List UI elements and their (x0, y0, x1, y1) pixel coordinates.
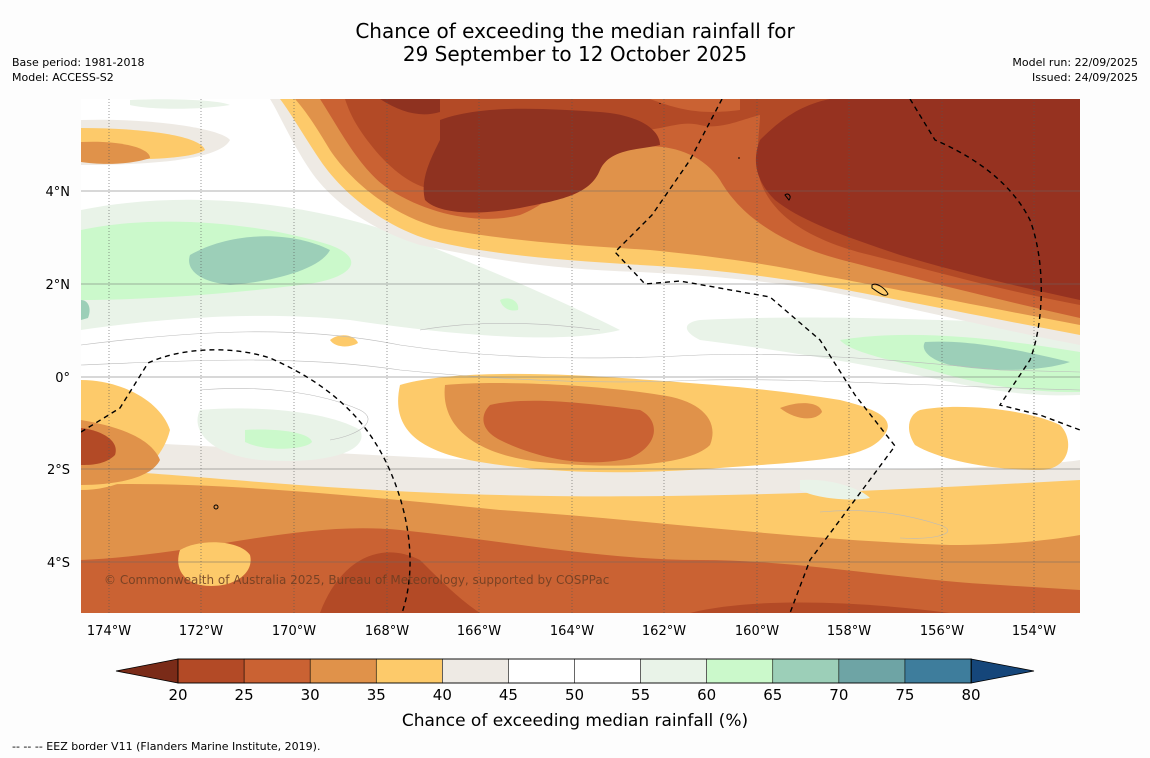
colorbar-segment (838, 658, 906, 684)
colorbar-segment (706, 658, 774, 684)
lat-label: 2°N (46, 278, 71, 293)
lon-label: 154°W (1012, 624, 1056, 639)
region-65-70-east (923, 341, 1070, 370)
colorbar-tick-label: 45 (499, 686, 518, 704)
colorbar-tick-label: 25 (235, 686, 254, 704)
contour-lines (81, 322, 1080, 539)
region-30-35-patch (780, 403, 822, 419)
lat-label: 4°S (47, 556, 70, 571)
colorbar-segment (640, 658, 708, 684)
colorbar-segment (508, 658, 576, 684)
lon-label: 174°W (87, 624, 131, 639)
title-line-2: 29 September to 12 October 2025 (402, 42, 748, 66)
colorbar-segment (442, 658, 510, 684)
region-55-60-top (130, 99, 230, 109)
lon-label: 158°W (827, 624, 871, 639)
region-25-30-equator (483, 400, 654, 463)
region-below-20-north (423, 108, 660, 213)
lon-label: 168°W (365, 624, 409, 639)
colorbar-tick-label: 80 (961, 686, 980, 704)
lon-label: 172°W (179, 624, 223, 639)
lon-label: 160°W (735, 624, 779, 639)
colorbar-tick-label: 35 (367, 686, 386, 704)
eez-borders (81, 99, 1080, 613)
issued-date: Issued: 24/09/2025 (1031, 71, 1138, 84)
colorbar-tick-label: 75 (895, 686, 914, 704)
title-line-1: Chance of exceeding the median rainfall … (355, 19, 795, 43)
colorbar-tick-label: 60 (697, 686, 716, 704)
base-period: Base period: 1981-2018 (12, 56, 145, 69)
lon-label: 164°W (550, 624, 594, 639)
colorbar-tick-label: 40 (433, 686, 452, 704)
colorbar-below-arrow (115, 658, 179, 684)
colorbar-label: Chance of exceeding median rainfall (%) (402, 711, 748, 731)
model-run: Model run: 22/09/2025 (1012, 56, 1138, 69)
region-below-20-north-west (380, 99, 440, 115)
colorbar-tick-label: 70 (829, 686, 848, 704)
colorbar-segment (243, 658, 311, 684)
lat-label: 4°N (46, 185, 71, 200)
colorbar-segment (309, 658, 378, 684)
map-plot-area (81, 99, 1080, 613)
colorbar-segment (375, 658, 444, 684)
colorbar-tick-label: 55 (631, 686, 650, 704)
colorbar-tick-label: 20 (168, 686, 187, 704)
region-20-25-south (320, 552, 480, 613)
lon-label: 170°W (272, 624, 316, 639)
region-60-65-small (500, 298, 519, 311)
axis-labels: 4°N 2°N 0° 2°S 4°S 174°W 172°W 170°W 168… (46, 185, 1057, 639)
colorbar-segment (177, 658, 245, 684)
region-65-70-north (189, 236, 330, 285)
region-35-40-patch (178, 542, 251, 586)
region-30-35-inner (599, 156, 701, 245)
region-30-35-north-west (81, 141, 150, 164)
lon-label: 166°W (457, 624, 501, 639)
colorbar-segment (904, 658, 972, 684)
colorbar-segment (772, 658, 840, 684)
eez-footnote: -- -- -- EEZ border V11 (Flanders Marine… (12, 740, 321, 753)
region-35-40-east (908, 406, 1069, 470)
meta-left: Base period: 1981-2018 Model: ACCESS-S2 (12, 55, 144, 85)
meta-right: Model run: 22/09/2025 Issued: 24/09/2025 (1012, 55, 1138, 85)
region-20-25-south-east (690, 602, 950, 613)
region-55-60-south-east (800, 479, 870, 500)
region-35-40-small (330, 335, 358, 347)
latitude-lines (81, 190, 1080, 563)
region-65-70-edge (81, 300, 90, 320)
colorbar-outline (177, 658, 972, 684)
copyright-text: © Commonwealth of Australia 2025, Bureau… (104, 573, 609, 587)
colorbar: 20 25 30 35 40 45 50 55 60 65 70 75 80 (115, 658, 1035, 704)
colorbar-tick-label: 50 (565, 686, 584, 704)
lat-label: 2°S (47, 463, 70, 478)
model-name: Model: ACCESS-S2 (12, 71, 114, 84)
region-60-65-south (245, 429, 312, 449)
colorbar-above-arrow (970, 658, 1035, 684)
colorbar-tick-label: 65 (763, 686, 782, 704)
lon-label: 162°W (642, 624, 686, 639)
colorbar-segment (574, 658, 642, 684)
colorbar-tick-label: 30 (301, 686, 320, 704)
lon-label: 156°W (920, 624, 964, 639)
region-below-20-north-east (755, 99, 1080, 300)
lat-label: 0° (55, 371, 70, 386)
islands (213, 103, 889, 510)
region-20-25-west (81, 428, 116, 465)
